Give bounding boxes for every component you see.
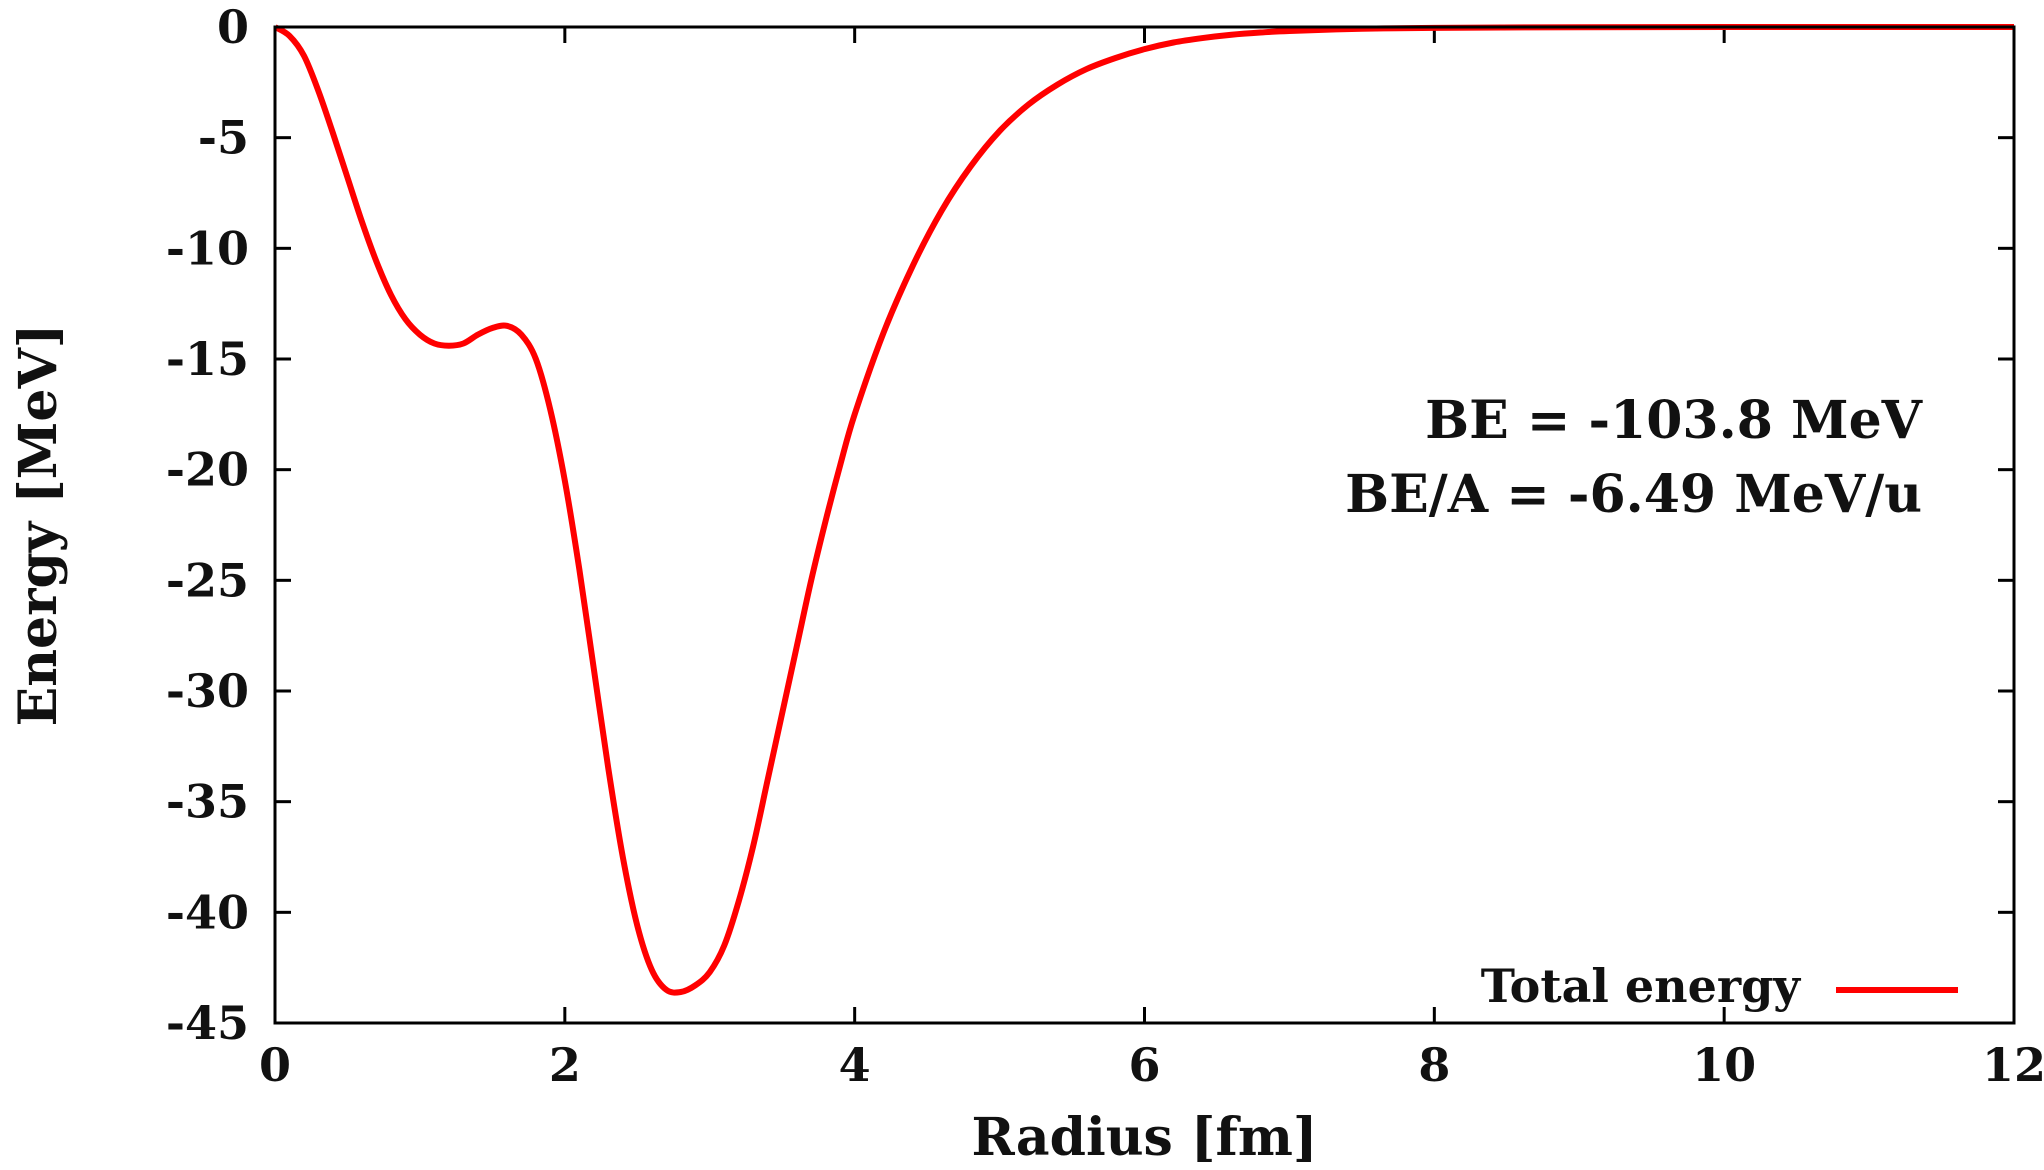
y-tick-label: -25: [166, 553, 249, 607]
y-tick-label: -45: [166, 996, 249, 1050]
binding-energy-per-nucleon-annotation: BE/A = -6.49 MeV/u: [1345, 464, 1922, 525]
legend: Total energy: [1481, 959, 1958, 1013]
y-tick-label: -35: [166, 775, 249, 829]
y-tick-label: -30: [166, 664, 249, 718]
x-tick-label: 6: [1128, 1038, 1160, 1092]
y-tick-label: -20: [166, 443, 249, 497]
labels-layer: 0 2 4 6 8 10 12 0 -5 -10 -15 -20 -25 -30 -35 -40 -45: [166, 0, 2044, 1092]
x-axis-label: Radius [fm]: [972, 1107, 1318, 1168]
ticks-layer: [273, 25, 2016, 1025]
x-tick-label: 4: [839, 1038, 871, 1092]
x-tick-label: 2: [549, 1038, 581, 1092]
series-line: [273, 23, 2014, 996]
y-tick-label: -40: [166, 885, 249, 939]
y-tick-label: 0: [217, 0, 249, 54]
y-axis-label: Energy [MeV]: [8, 324, 69, 727]
x-tick-label: 0: [259, 1038, 291, 1092]
plot-frame: [273, 25, 2016, 1025]
curve-layer: [273, 23, 2014, 996]
binding-energy-annotation: BE = -103.8 MeV: [1425, 390, 1924, 451]
x-tick-label: 8: [1418, 1038, 1450, 1092]
x-tick-label: 12: [1982, 1038, 2044, 1092]
x-tick-label: 10: [1692, 1038, 1756, 1092]
y-tick-label: -15: [166, 332, 249, 386]
y-tick-label: -10: [166, 221, 249, 275]
y-tick-label: -5: [198, 111, 249, 165]
legend-label: Total energy: [1481, 959, 1802, 1013]
